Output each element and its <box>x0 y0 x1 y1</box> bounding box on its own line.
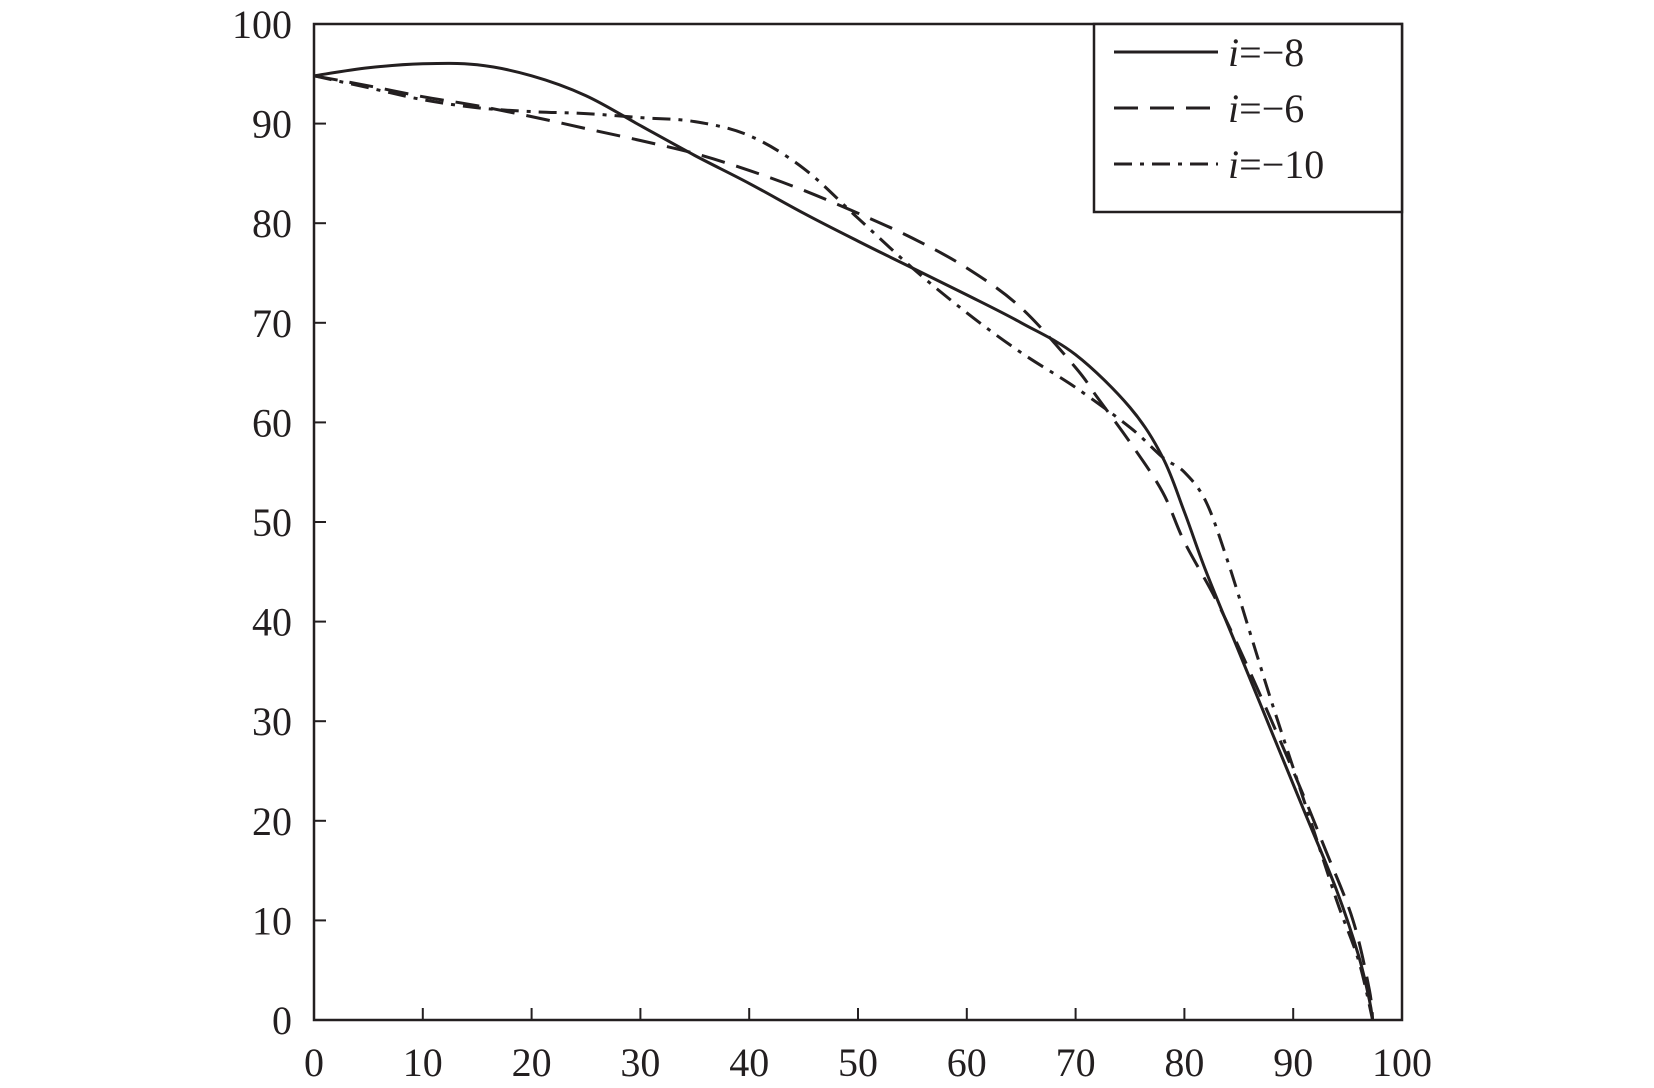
legend-series-name: −6 <box>1262 86 1305 131</box>
series-line <box>313 74 1375 1021</box>
y-tick-label: 10 <box>252 898 292 943</box>
x-tick-label: 40 <box>729 1040 769 1085</box>
y-tick-label: 30 <box>252 699 292 744</box>
legend-series-name: −10 <box>1262 142 1325 187</box>
x-tick-label: 30 <box>620 1040 660 1085</box>
series-line <box>313 61 1375 1021</box>
x-tick-label: 50 <box>838 1040 878 1085</box>
legend-box <box>1092 22 1404 214</box>
legend: i=−8i=−6i=−10 <box>1092 22 1404 214</box>
x-tick-label: 80 <box>1164 1040 1204 1085</box>
y-tick-label: 70 <box>252 301 292 346</box>
legend-var: i <box>1228 142 1239 187</box>
x-tick-label: 100 <box>1372 1040 1432 1085</box>
y-tick-label: 90 <box>252 102 292 147</box>
x-tick-label: 60 <box>947 1040 987 1085</box>
legend-var: i <box>1228 86 1239 131</box>
axes-layer: 0 10 20 30 40 50 60 70 80 90 100 0 10 20 30 40 50 60 70 80 9… <box>232 2 1432 1085</box>
legend-var: i <box>1228 30 1239 75</box>
legend-label: i=−10 <box>1228 142 1324 187</box>
legend-eq: = <box>1239 30 1262 75</box>
x-tick-label: 90 <box>1273 1040 1313 1085</box>
legend-series-name: −8 <box>1262 30 1305 75</box>
x-tick-label: 10 <box>403 1040 443 1085</box>
y-tick-label: 60 <box>252 400 292 445</box>
y-tick-label: 100 <box>232 2 292 47</box>
series-line <box>313 74 1375 1021</box>
x-tick-label: 0 <box>304 1040 324 1085</box>
legend-eq: = <box>1239 142 1262 187</box>
legend-eq: = <box>1239 86 1262 131</box>
legend-label: i=−6 <box>1228 86 1304 131</box>
y-tick-label: 0 <box>272 998 292 1043</box>
x-tick-label: 20 <box>512 1040 552 1085</box>
y-tick-label: 40 <box>252 600 292 645</box>
x-tick-label: 70 <box>1056 1040 1096 1085</box>
y-tick-label: 80 <box>252 201 292 246</box>
y-tick-label: 20 <box>252 799 292 844</box>
y-tick-label: 50 <box>252 500 292 545</box>
series-layer <box>313 61 1375 1021</box>
legend-label: i=−8 <box>1228 30 1304 75</box>
